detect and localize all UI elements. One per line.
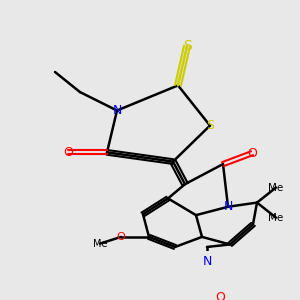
Text: S: S [183,39,191,53]
Text: O: O [215,291,225,300]
Text: Me: Me [93,238,107,249]
Text: Me: Me [268,213,284,223]
Text: N: N [202,255,212,268]
Text: S: S [206,119,214,132]
Text: N: N [112,104,122,117]
Text: O: O [247,147,257,160]
Text: Me: Me [268,182,284,193]
Text: N: N [223,200,233,213]
Text: O: O [117,232,125,242]
Text: O: O [63,146,73,159]
